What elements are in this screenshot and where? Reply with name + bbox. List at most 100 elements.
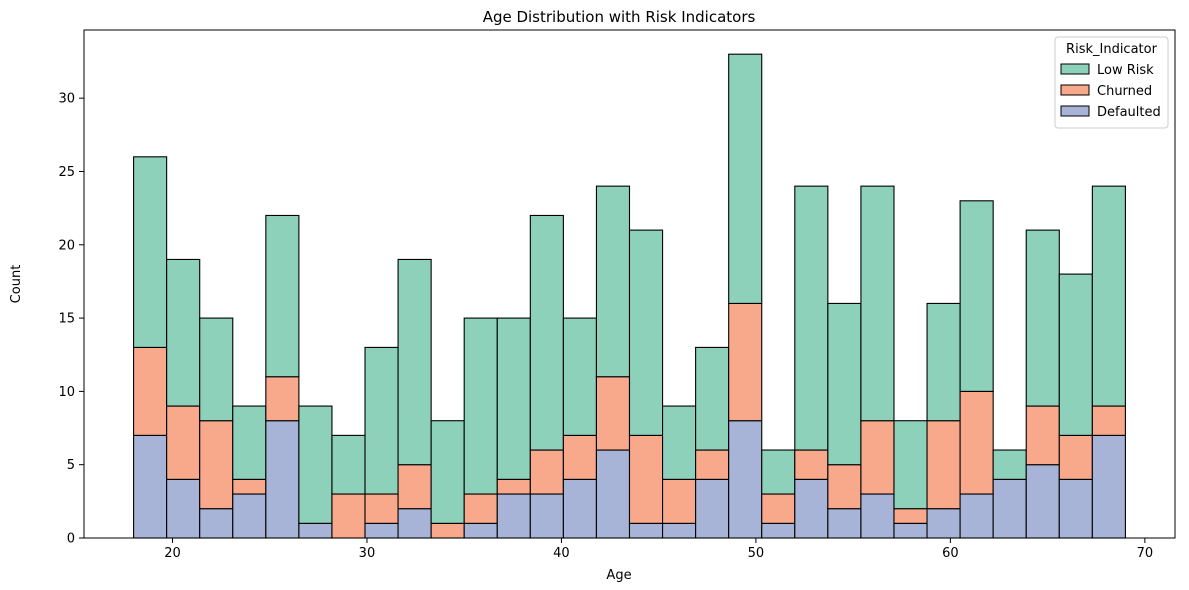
bar-defaulted-13 xyxy=(562,478,597,539)
bar-churned-18 xyxy=(728,302,763,422)
bar-churned-22 xyxy=(860,420,895,495)
bar-low-risk-18 xyxy=(728,53,763,304)
bar-low-risk-27 xyxy=(1025,229,1060,407)
bar-defaulted-3 xyxy=(232,493,267,539)
bars-layer xyxy=(133,53,1126,539)
bar-defaulted-20 xyxy=(794,478,829,539)
bar-defaulted-2 xyxy=(199,508,234,539)
y-tick-label-15: 15 xyxy=(58,312,75,327)
y-axis-label: Count xyxy=(9,265,24,304)
x-tick-label-60: 60 xyxy=(942,546,959,561)
bar-low-risk-5 xyxy=(298,405,333,524)
bar-churned-3 xyxy=(232,478,267,495)
x-tick-label-50: 50 xyxy=(748,546,765,561)
bar-defaulted-19 xyxy=(761,522,796,539)
bar-low-risk-21 xyxy=(827,302,862,466)
x-tick-label-70: 70 xyxy=(1137,546,1154,561)
legend-box xyxy=(1054,36,1169,129)
y-tick-label-0: 0 xyxy=(67,532,75,547)
bar-low-risk-8 xyxy=(397,258,432,466)
legend-label-churned: Churned xyxy=(1097,84,1152,99)
y-tick-label-5: 5 xyxy=(67,458,75,473)
bar-low-risk-12 xyxy=(529,214,564,451)
legend-label-low-risk: Low Risk xyxy=(1097,63,1154,78)
bar-low-risk-23 xyxy=(893,420,928,510)
bar-low-risk-0 xyxy=(133,156,168,348)
bar-churned-10 xyxy=(463,493,498,524)
bar-churned-4 xyxy=(265,376,300,422)
bar-churned-27 xyxy=(1025,405,1060,466)
y-tick-label-20: 20 xyxy=(58,238,75,253)
bar-low-risk-24 xyxy=(926,302,961,422)
bar-defaulted-25 xyxy=(959,493,994,539)
y-tick-label-30: 30 xyxy=(58,92,75,107)
bar-defaulted-7 xyxy=(364,522,399,539)
bar-churned-23 xyxy=(893,508,928,524)
y-tick-label-10: 10 xyxy=(58,385,75,400)
bar-low-risk-7 xyxy=(364,346,399,495)
bar-low-risk-16 xyxy=(662,405,697,480)
bar-defaulted-22 xyxy=(860,493,895,539)
bar-low-risk-28 xyxy=(1058,273,1093,436)
bar-churned-6 xyxy=(331,493,366,539)
x-tick-label-40: 40 xyxy=(553,546,570,561)
bar-defaulted-1 xyxy=(166,478,201,539)
bar-churned-29 xyxy=(1091,405,1126,436)
bar-churned-8 xyxy=(397,464,432,510)
bar-low-risk-29 xyxy=(1091,185,1126,407)
bar-defaulted-21 xyxy=(827,508,862,539)
bar-low-risk-15 xyxy=(628,229,664,436)
bar-defaulted-11 xyxy=(496,493,531,539)
bar-low-risk-13 xyxy=(562,317,597,436)
bar-churned-20 xyxy=(794,449,829,480)
bar-churned-17 xyxy=(695,449,730,480)
bar-low-risk-10 xyxy=(463,317,498,495)
bar-churned-7 xyxy=(364,493,399,524)
bar-churned-19 xyxy=(761,493,796,524)
bar-low-risk-26 xyxy=(992,449,1027,480)
bar-low-risk-2 xyxy=(199,317,234,422)
x-tick-label-30: 30 xyxy=(359,546,376,561)
y-tick-label-25: 25 xyxy=(58,165,75,180)
bar-low-risk-17 xyxy=(695,346,730,451)
bar-low-risk-9 xyxy=(430,420,465,524)
bar-churned-25 xyxy=(959,390,994,495)
bar-defaulted-12 xyxy=(529,493,564,539)
axes-layer: 20 30 40 50 60 70 0 5 10 15 20 25 30 xyxy=(58,29,1176,561)
bar-churned-15 xyxy=(628,434,664,524)
bar-defaulted-0 xyxy=(133,434,168,539)
bar-defaulted-4 xyxy=(265,420,300,539)
bar-churned-13 xyxy=(562,434,597,480)
bar-churned-24 xyxy=(926,420,961,510)
legend: Risk_Indicator Low Risk Churned Defaulted xyxy=(1054,36,1169,129)
bar-churned-12 xyxy=(529,449,564,495)
x-axis-label: Age xyxy=(606,568,631,583)
bar-defaulted-15 xyxy=(628,522,664,539)
bar-churned-9 xyxy=(430,522,465,539)
bar-defaulted-17 xyxy=(695,478,730,539)
bar-defaulted-16 xyxy=(662,522,697,539)
bar-low-risk-19 xyxy=(761,449,796,495)
bar-defaulted-5 xyxy=(298,522,333,539)
bar-churned-28 xyxy=(1058,434,1093,480)
bar-low-risk-1 xyxy=(166,258,201,407)
bar-churned-11 xyxy=(496,478,531,495)
bar-defaulted-18 xyxy=(728,420,763,539)
bar-churned-16 xyxy=(662,478,697,524)
bar-churned-14 xyxy=(595,376,631,451)
bar-churned-1 xyxy=(166,405,201,480)
x-tick-label-20: 20 xyxy=(164,546,181,561)
bar-low-risk-22 xyxy=(860,185,895,422)
bar-defaulted-27 xyxy=(1025,464,1060,539)
bar-defaulted-10 xyxy=(463,522,498,539)
bar-low-risk-25 xyxy=(959,200,994,392)
bar-churned-0 xyxy=(133,346,168,436)
bar-defaulted-8 xyxy=(397,508,432,539)
bar-low-risk-6 xyxy=(331,434,366,495)
bar-defaulted-24 xyxy=(926,508,961,539)
bar-defaulted-23 xyxy=(893,522,928,539)
bar-low-risk-20 xyxy=(794,185,829,451)
bar-low-risk-14 xyxy=(595,185,631,378)
bar-defaulted-29 xyxy=(1091,434,1126,539)
